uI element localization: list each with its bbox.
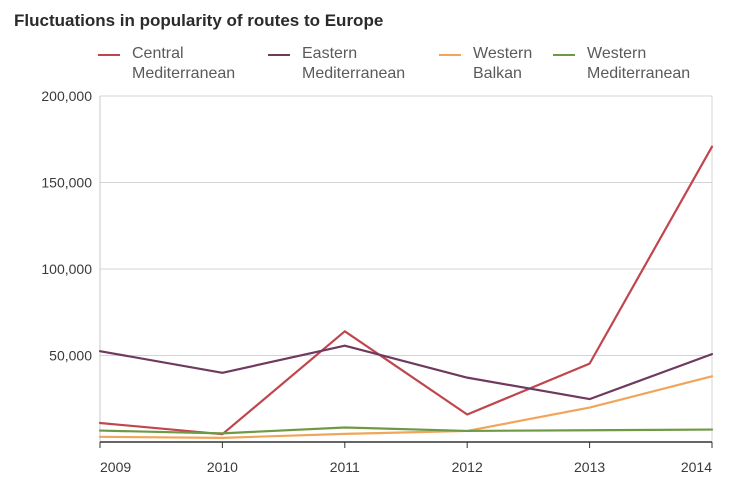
x-tick-label-2010: 2010 — [207, 459, 238, 475]
legend-swatch-eastern-mediterranean — [268, 54, 290, 56]
legend-item-eastern-mediterranean: Eastern Mediterranean — [268, 44, 405, 84]
legend-item-western-mediterranean: Western Mediterranean — [553, 44, 690, 84]
y-tick-label-50000: 50,000 — [49, 348, 92, 364]
legend-label-eastern-mediterranean: Eastern Mediterranean — [302, 45, 406, 82]
legend-label-western-balkan: Western Balkan — [473, 45, 533, 82]
x-tick-label-2012: 2012 — [452, 459, 483, 475]
series-line-western-balkan — [98, 375, 714, 439]
legend-swatch-central-mediterranean — [98, 54, 120, 56]
x-tick-label-2014: 2014 — [681, 459, 712, 475]
y-tick-label-100000: 100,000 — [41, 261, 92, 277]
legend-swatch-western-balkan — [439, 54, 461, 56]
y-tick-label-150000: 150,000 — [41, 175, 92, 191]
chart-title: Fluctuations in popularity of routes to … — [14, 11, 384, 30]
legend-label-central-mediterranean: Central Mediterranean — [132, 45, 236, 82]
legend-label-western-mediterranean: Western Mediterranean — [587, 45, 691, 82]
x-tick-label-2013: 2013 — [574, 459, 605, 475]
series-line-western-mediterranean — [98, 426, 714, 435]
legend-item-central-mediterranean: Central Mediterranean — [98, 44, 235, 84]
x-tick-label-2011: 2011 — [330, 459, 360, 475]
x-tick-label-2009: 2009 — [100, 459, 131, 475]
y-tick-label-200000: 200,000 — [41, 88, 92, 104]
legend-item-western-balkan: Western Balkan — [439, 44, 532, 84]
series-line-central-mediterranean — [98, 145, 714, 436]
series-line-eastern-mediterranean — [98, 344, 714, 401]
legend-swatch-western-mediterranean — [553, 54, 575, 56]
